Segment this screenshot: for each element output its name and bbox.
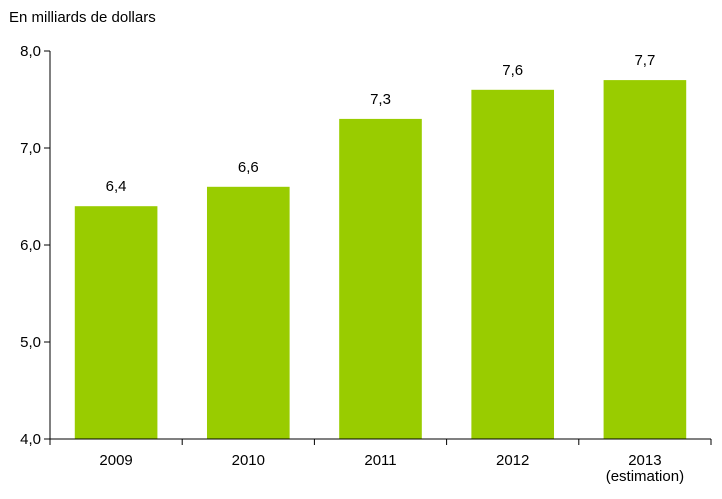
axes-group (44, 50, 712, 445)
data-label-4: 7,7 (634, 52, 655, 69)
y-tick-label-2: 6,0 (20, 237, 41, 254)
y-axis-unit-label: En milliards de dollars (9, 9, 156, 26)
x-tick-label-2: 2011 (364, 452, 396, 469)
y-tick-label-0: 4,0 (20, 431, 41, 448)
data-label-2: 7,3 (370, 91, 391, 108)
data-label-3: 7,6 (502, 62, 523, 79)
x-tick-label-1: 2010 (232, 452, 265, 469)
bar-3 (471, 89, 555, 440)
y-tick-label-1: 5,0 (20, 334, 41, 351)
labels-group: 6,4 6,6 7,3 7,6 7,7 4,0 5,0 6,0 7,0 8,0 2009 2010 20… (20, 43, 684, 485)
bar-2 (339, 118, 422, 440)
data-label-1: 6,6 (238, 159, 259, 176)
x-tick-label-3: 2012 (496, 452, 529, 469)
y-tick-label-4: 8,0 (20, 43, 41, 60)
bar-4 (603, 80, 687, 439)
y-tick-label-3: 7,0 (20, 140, 41, 157)
x-tick-label-4: 2013 (estimation) (606, 452, 684, 485)
bar-1 (206, 186, 290, 439)
data-label-0: 6,4 (106, 178, 127, 195)
bars-group (74, 80, 687, 440)
bar-0 (74, 206, 158, 439)
x-tick-label-0: 2009 (99, 452, 132, 469)
